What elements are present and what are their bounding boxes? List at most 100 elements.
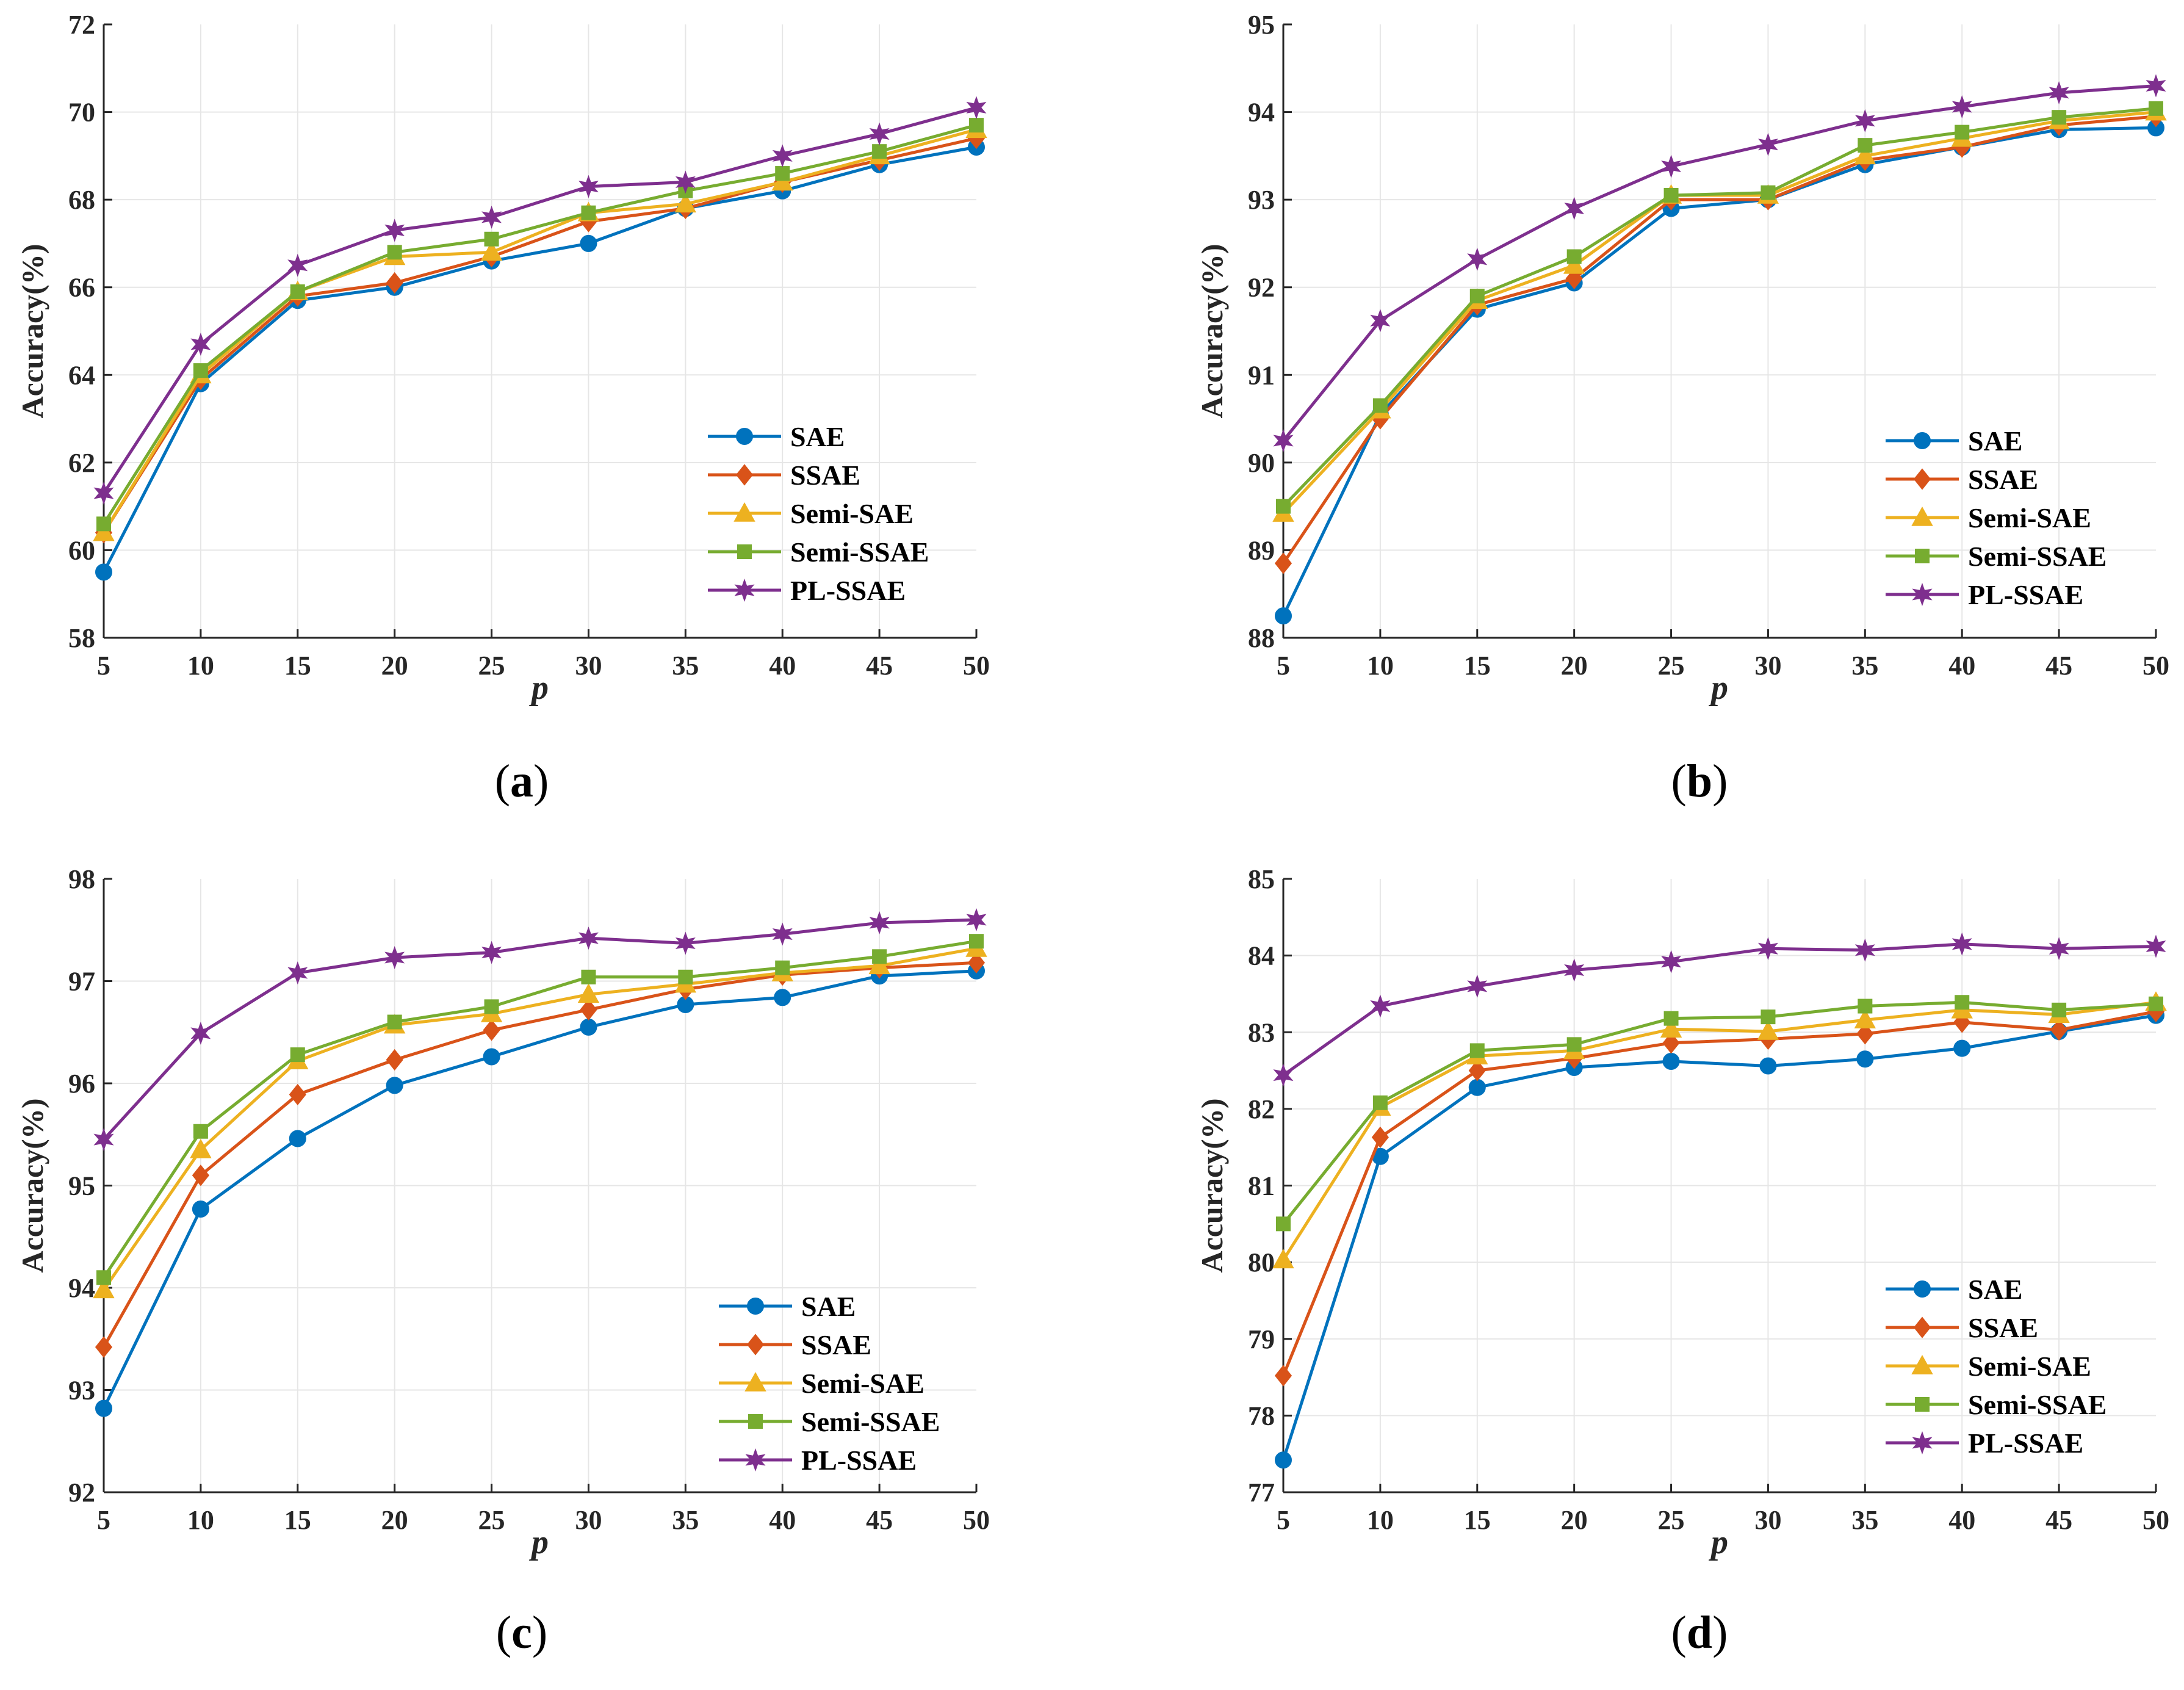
data-point — [775, 166, 790, 181]
data-point — [1854, 1009, 1876, 1028]
data-point — [772, 922, 793, 946]
y-tick-label: 80 — [1248, 1248, 1275, 1277]
data-point — [93, 1128, 114, 1152]
data-point — [93, 482, 114, 505]
series-line — [1282, 107, 2157, 508]
y-tick-label: 64 — [68, 360, 95, 390]
data-point — [1566, 1037, 1582, 1052]
data-point — [1662, 1052, 1680, 1070]
y-tick-label: 83 — [1248, 1017, 1275, 1047]
x-tick-label: 45 — [866, 1505, 893, 1535]
data-point — [1370, 994, 1391, 1018]
legend-swatch-marker — [1913, 468, 1931, 490]
x-axis-label: p — [529, 669, 549, 707]
x-tick-label: 30 — [575, 651, 602, 681]
series-line — [1282, 84, 2157, 442]
data-point — [290, 1047, 305, 1063]
legend-swatch-marker — [1912, 582, 1933, 607]
caption-close-paren: ) — [533, 756, 549, 807]
legend-swatch-marker — [1915, 549, 1930, 563]
data-point — [1469, 1043, 1485, 1058]
data-point — [1856, 1023, 1874, 1045]
series-line — [1282, 1000, 2157, 1225]
data-point — [577, 983, 600, 1003]
data-point — [1563, 254, 1585, 274]
legend: SAE SSAE Semi-SAE Semi-SSAE PL-SSAE — [708, 421, 929, 606]
caption-letter: c — [511, 1607, 532, 1658]
y-tick-label: 88 — [1248, 623, 1275, 653]
series-line — [102, 961, 977, 1348]
data-point — [969, 118, 984, 133]
data-point — [581, 205, 596, 220]
data-point — [1854, 145, 1876, 165]
series-line — [102, 137, 977, 534]
legend-label: PL-SSAE — [801, 1445, 917, 1476]
data-point — [1564, 958, 1585, 982]
data-point — [1372, 398, 1388, 413]
data-point — [95, 563, 112, 581]
data-point — [2052, 1002, 2067, 1017]
caption-letter: b — [1687, 756, 1712, 807]
series-line — [102, 128, 977, 534]
data-point — [95, 1336, 113, 1358]
data-point — [2146, 934, 2166, 958]
data-point — [93, 1279, 115, 1299]
y-tick-label: 79 — [1248, 1324, 1275, 1354]
legend-label: SAE — [790, 421, 845, 452]
data-point — [580, 1018, 597, 1036]
legend-swatch-marker — [1911, 506, 1933, 526]
data-point — [1276, 1216, 1291, 1232]
legend-swatch-marker — [737, 544, 752, 559]
data-point — [2052, 110, 2067, 125]
y-tick-label: 93 — [1248, 185, 1275, 215]
legend-swatch-marker — [733, 502, 755, 522]
y-axis-label: Accuracy(%) — [15, 244, 49, 419]
data-point — [480, 241, 503, 261]
x-tick-label: 15 — [284, 651, 311, 681]
series-line — [1282, 942, 2157, 1077]
data-point — [872, 949, 887, 964]
data-point — [1371, 1126, 1389, 1148]
y-tick-label: 95 — [1248, 10, 1275, 40]
data-point — [1276, 499, 1291, 514]
data-point — [384, 218, 405, 242]
x-tick-label: 25 — [1658, 651, 1685, 681]
data-point — [578, 175, 599, 198]
data-point — [193, 1124, 208, 1139]
x-tick-label: 40 — [769, 651, 796, 681]
series-semi-sae — [1272, 991, 2167, 1269]
caption-letter: a — [510, 756, 533, 807]
x-tick-label: 40 — [769, 1505, 796, 1535]
data-point — [193, 363, 208, 378]
x-tick-label: 15 — [284, 1505, 311, 1535]
x-tick-label: 20 — [1561, 651, 1588, 681]
y-tick-label: 89 — [1248, 535, 1275, 565]
data-point — [868, 955, 890, 975]
data-point — [1273, 1063, 1294, 1087]
x-tick-label: 10 — [187, 651, 214, 681]
x-tick-label: 5 — [97, 1505, 110, 1535]
y-tick-label: 77 — [1248, 1478, 1275, 1508]
data-point — [386, 1049, 403, 1071]
data-point — [1761, 185, 1776, 200]
data-point — [1660, 1018, 1682, 1038]
series-line — [102, 947, 977, 1291]
data-point — [1272, 1249, 1294, 1269]
series-pl-ssae — [93, 96, 987, 505]
data-point — [93, 521, 115, 541]
data-point — [678, 969, 693, 984]
series-line — [1281, 1000, 2157, 1261]
panel-caption: (d) — [1671, 1607, 1728, 1658]
y-tick-label: 62 — [68, 448, 95, 478]
y-tick-label: 98 — [68, 864, 95, 894]
data-point — [1759, 1057, 1777, 1075]
data-point — [1661, 154, 1682, 178]
legend-label: PL-SSAE — [1968, 1428, 2083, 1459]
data-point — [287, 253, 308, 277]
legend-label: Semi-SAE — [1968, 1351, 2091, 1382]
legend-label: SSAE — [1968, 1312, 2038, 1343]
data-point — [1273, 428, 1294, 453]
data-point — [386, 1077, 403, 1094]
legend-swatch-marker — [748, 1414, 763, 1429]
y-tick-label: 85 — [1248, 864, 1275, 894]
